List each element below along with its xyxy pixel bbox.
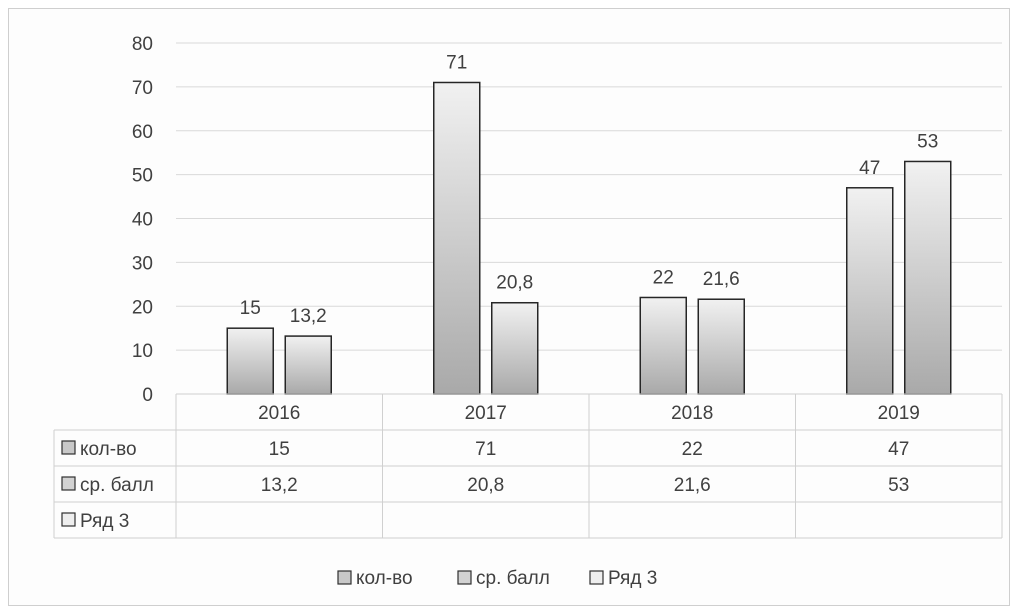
data-label: 71 — [446, 52, 467, 73]
data-label: 53 — [917, 131, 938, 152]
category-label: 2019 — [878, 403, 920, 424]
y-tick-label: 60 — [132, 122, 153, 143]
category-label: 2017 — [465, 403, 507, 424]
y-tick-label: 70 — [132, 78, 153, 99]
bar — [491, 301, 539, 395]
data-label: 15 — [240, 298, 261, 319]
legend-label: кол-во — [356, 568, 413, 589]
y-tick-label: 50 — [132, 166, 153, 187]
table-cell: 20,8 — [467, 475, 504, 496]
legend-key-swatch — [61, 512, 76, 527]
data-label: 22 — [653, 267, 674, 288]
bar — [639, 296, 687, 395]
bar — [284, 335, 332, 395]
legend-label: ср. балл — [476, 568, 550, 589]
category-label: 2016 — [258, 403, 300, 424]
y-tick-label: 40 — [132, 210, 153, 231]
y-tick-label: 0 — [142, 385, 153, 406]
data-label: 21,6 — [703, 269, 740, 290]
table-cell: 13,2 — [261, 475, 298, 496]
chart-frame: 0 10 20 30 40 50 60 70 80 15 13,2 71 20,8 22 21,6 47 53… — [8, 8, 1010, 606]
bar — [846, 187, 894, 395]
data-label: 20,8 — [496, 273, 533, 294]
data-label: 47 — [859, 158, 880, 179]
y-tick-label: 30 — [132, 253, 153, 274]
bar — [226, 327, 274, 395]
legend-swatch — [589, 570, 604, 585]
table-cell: 47 — [888, 439, 909, 460]
y-tick-label: 20 — [132, 297, 153, 318]
y-tick-label: 80 — [132, 34, 153, 55]
series-name: Ряд 3 — [80, 511, 129, 532]
table-cell: 71 — [475, 439, 496, 460]
bar-chart: 0 10 20 30 40 50 60 70 80 15 13,2 71 20,8 22 21,6 47 53… — [53, 34, 1003, 589]
table-cell: 15 — [269, 439, 290, 460]
series-name: ср. балл — [80, 475, 154, 496]
legend-key-swatch — [61, 440, 76, 455]
legend-label: Ряд 3 — [608, 568, 657, 589]
table-cell: 22 — [682, 439, 703, 460]
table-cell: 53 — [888, 475, 909, 496]
legend-key-swatch — [61, 476, 76, 491]
category-label: 2018 — [671, 403, 713, 424]
legend-swatch — [457, 570, 472, 585]
series-name: кол-во — [80, 439, 137, 460]
table-cell: 21,6 — [674, 475, 711, 496]
data-label: 13,2 — [290, 306, 327, 327]
legend-swatch — [337, 570, 352, 585]
y-tick-label: 10 — [132, 341, 153, 362]
bar — [904, 160, 952, 395]
bar — [697, 298, 745, 395]
bar — [433, 81, 481, 395]
